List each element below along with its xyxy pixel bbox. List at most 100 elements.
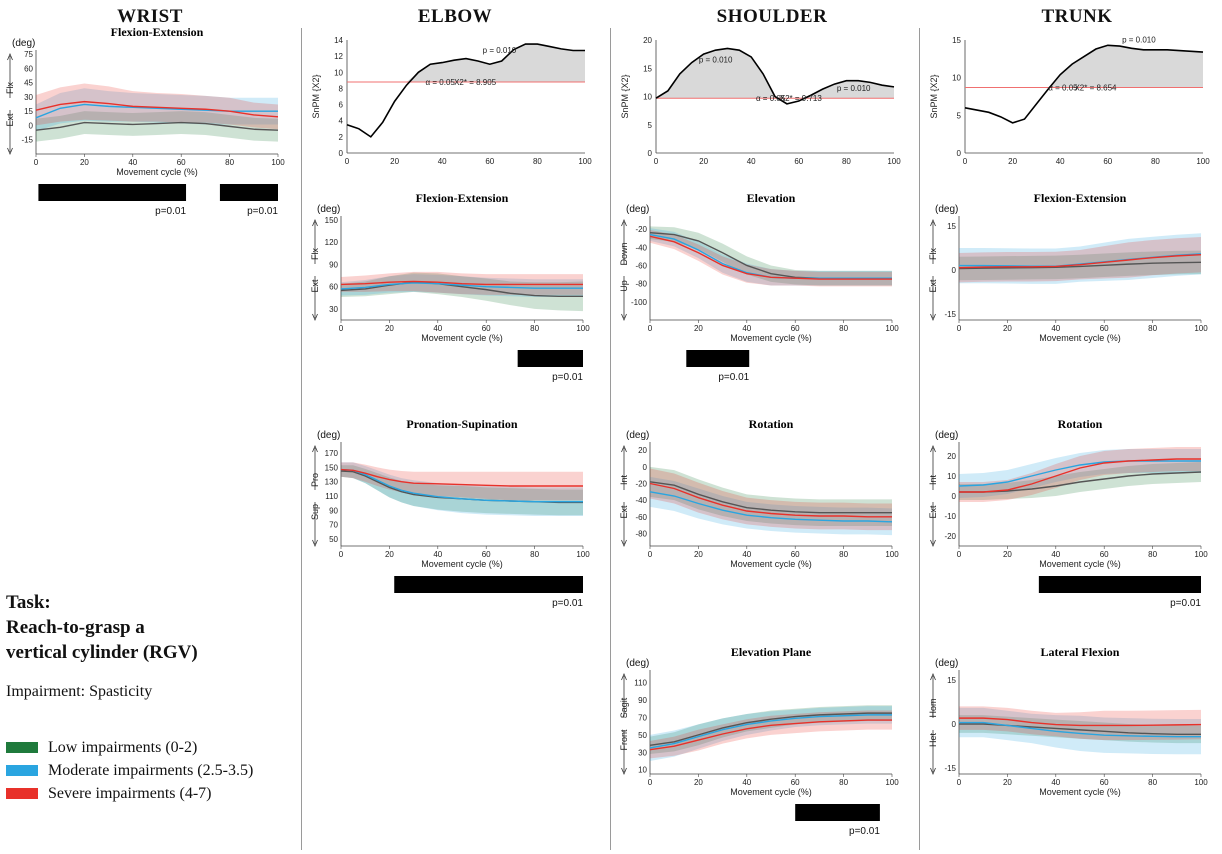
x-tick-label: 20: [80, 158, 89, 167]
x-tick-label: 0: [648, 550, 653, 559]
chart-trunk-spm: SnPM {X2} 15 10 5 00 20 40 60 80 100 p = 0.010 α = …: [929, 35, 1210, 166]
x-tick-label: 60: [1100, 550, 1109, 559]
y-tick-label: 0: [957, 149, 962, 158]
unit-label: (deg): [626, 658, 649, 669]
x-tick-label: 60: [791, 324, 800, 333]
y-tick-label: 70: [329, 521, 338, 530]
x-tick-label: 100: [1194, 550, 1208, 559]
y-tick-label: 5: [648, 121, 653, 130]
x-tick-label: 40: [747, 157, 756, 166]
arrow-head-icon: [312, 313, 318, 322]
y-tick-label: 14: [334, 36, 343, 45]
x-tick-label: 0: [339, 324, 344, 333]
x-axis-label: Movement cycle (%): [116, 167, 198, 177]
legend: Low impairments (0-2) Moderate impairmen…: [6, 736, 253, 805]
arrow-head-icon: [930, 767, 936, 776]
p-value-annotation: p = 0.010: [483, 46, 517, 55]
x-tick-label: 20: [1003, 778, 1012, 787]
significance-p-value: p=0.01: [1170, 598, 1201, 609]
x-tick-label: 60: [485, 157, 494, 166]
arrow-head-icon: [930, 313, 936, 322]
x-axis-label: Movement cycle (%): [421, 333, 503, 343]
y-tick-label: 0: [648, 149, 653, 158]
mean-line-moderate: [958, 460, 1201, 487]
arrow-head-icon: [621, 313, 627, 322]
x-tick-label: 80: [530, 324, 539, 333]
x-tick-label: 100: [887, 157, 901, 166]
y-tick-label: -20: [635, 225, 647, 234]
y-tick-label: 50: [638, 731, 647, 740]
significance-p-value: p=0.01: [552, 372, 583, 383]
sd-band-low: [650, 466, 892, 526]
x-tick-label: 60: [1100, 324, 1109, 333]
x-tick-label: 20: [385, 550, 394, 559]
significance-p-value: p=0.01: [155, 206, 186, 217]
y-tick-label: 90: [329, 506, 338, 515]
y-tick-label: 45: [24, 79, 33, 88]
chart-title: Elevation: [747, 191, 796, 205]
significance-bar: [795, 804, 880, 821]
spm-statistic-line: [655, 47, 895, 105]
suprathreshold-cluster: [656, 48, 894, 99]
chart-title: Flexion-Extension: [416, 191, 509, 205]
y-tick-label: 6: [339, 101, 344, 110]
y-tick-label: 10: [643, 93, 652, 102]
x-tick-label: 100: [885, 324, 899, 333]
chart-shoulder-spm: SnPM {X2} 20 15 10 5 00 20 40 60 80 100 p = 0.010 p …: [620, 36, 901, 166]
arrow-head-icon: [312, 444, 318, 453]
arrow-head-icon: [312, 539, 318, 548]
x-tick-label: 80: [533, 157, 542, 166]
legend-label-severe: Severe impairments (4-7): [48, 784, 212, 802]
chart-shoulder-rotation: Rotation (deg) Int Ext 20 0 -20 -40 -60 -80 0 20 40 6…: [619, 417, 899, 569]
direction-label-top: Flx: [928, 248, 938, 260]
x-tick-label: 20: [699, 157, 708, 166]
x-tick-label: 100: [576, 550, 590, 559]
x-tick-label: 40: [438, 157, 447, 166]
impairment-label: Impairment: Spasticity: [6, 683, 153, 700]
direction-label-top: Pro: [310, 473, 320, 487]
x-tick-label: 100: [271, 158, 285, 167]
x-tick-label: 80: [842, 157, 851, 166]
direction-label-bottom: Sup: [310, 504, 320, 520]
direction-label-top: Int: [619, 475, 629, 486]
y-tick-label: 15: [24, 107, 33, 116]
unit-label: (deg): [317, 430, 340, 441]
y-tick-label: -80: [635, 530, 647, 539]
x-tick-label: 40: [1051, 778, 1060, 787]
mean-line-low: [649, 481, 892, 514]
y-tick-label: 150: [325, 463, 339, 472]
mean-line-severe: [35, 100, 279, 118]
y-tick-label: 90: [638, 696, 647, 705]
legend-item-low: Low impairments (0-2): [6, 736, 253, 759]
arrow-head-icon: [312, 218, 318, 227]
x-tick-label: 80: [1148, 778, 1157, 787]
y-tick-label: -60: [635, 261, 647, 270]
unit-label: (deg): [317, 204, 340, 215]
alpha-annotation: α = 0.05: [756, 94, 786, 103]
unit-label: (deg): [626, 430, 649, 441]
y-tick-label: 0: [952, 266, 957, 275]
legend-swatch-moderate: [6, 765, 38, 776]
mean-line-severe: [340, 468, 583, 487]
y-tick-label: 110: [325, 492, 338, 501]
column-title-trunk: TRUNK: [1041, 6, 1113, 27]
y-tick-label: 120: [325, 238, 339, 247]
x-tick-label: 20: [1008, 157, 1017, 166]
arrow-head-icon: [621, 767, 627, 776]
y-tick-label: 15: [643, 64, 652, 73]
x-tick-label: 20: [385, 324, 394, 333]
significance-bar: [219, 184, 278, 201]
mean-line-moderate: [649, 714, 892, 749]
direction-label-bottom: Ext: [619, 505, 629, 519]
x-tick-label: 80: [1148, 324, 1157, 333]
x-tick-label: 60: [791, 778, 800, 787]
x-tick-label: 20: [1003, 324, 1012, 333]
x-axis-label: Movement cycle (%): [1039, 559, 1121, 569]
y-tick-label: 50: [329, 535, 338, 544]
column-divider: [301, 28, 302, 850]
chart-title: Flexion-Extension: [1034, 191, 1127, 205]
sd-band-low: [36, 111, 278, 142]
chart-title: Lateral Flexion: [1041, 645, 1120, 659]
